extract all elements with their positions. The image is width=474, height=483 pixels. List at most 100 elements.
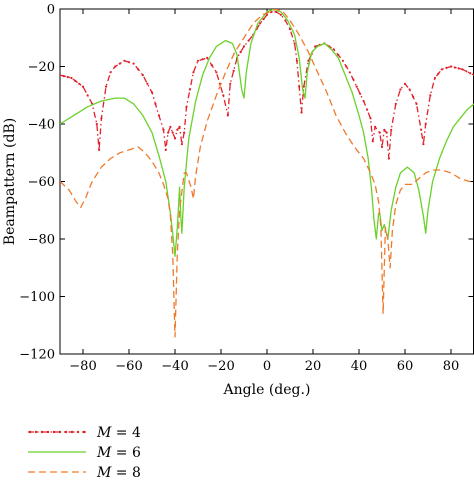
- series-marker: [359, 92, 362, 95]
- series-marker: [95, 122, 98, 126]
- x-tick-label: 80: [443, 359, 460, 374]
- series-1: [60, 10, 474, 160]
- series-marker: [293, 42, 296, 45]
- series-marker: [169, 125, 172, 128]
- legend-marker: [58, 430, 62, 434]
- series-marker: [298, 85, 301, 88]
- series-marker: [390, 128, 393, 131]
- series-marker: [66, 75, 69, 79]
- x-tick-label: 20: [305, 359, 322, 374]
- y-axis-title: Beampattern (dB): [2, 118, 18, 245]
- series-marker: [307, 59, 310, 62]
- legend-marker: [76, 430, 80, 434]
- series-marker: [469, 72, 472, 75]
- series-marker: [132, 62, 135, 65]
- series-marker: [337, 53, 340, 57]
- series-marker: [433, 76, 436, 80]
- series-marker: [60, 74, 62, 77]
- legend-marker: [70, 430, 74, 434]
- series-marker: [226, 114, 229, 117]
- y-tick-label: −60: [28, 175, 55, 190]
- series-marker: [352, 78, 355, 81]
- series-marker: [123, 59, 126, 62]
- series-marker: [127, 61, 131, 64]
- legend-marker: [64, 430, 68, 434]
- series-marker: [348, 71, 351, 74]
- series-marker: [355, 85, 358, 88]
- series-marker: [362, 99, 365, 103]
- series-line: [60, 9, 474, 257]
- series-marker: [201, 58, 204, 61]
- series-marker: [408, 88, 411, 91]
- series-3: [60, 9, 474, 338]
- series-marker: [74, 79, 77, 82]
- y-tick-label: −20: [28, 60, 55, 75]
- series-marker: [279, 13, 282, 16]
- series-marker: [229, 82, 232, 85]
- series-marker: [369, 117, 372, 120]
- series-marker: [183, 131, 186, 134]
- y-tick-label: 0: [47, 3, 55, 18]
- series-marker: [137, 68, 140, 71]
- series-marker: [196, 59, 200, 62]
- legend-label: M = 6: [96, 445, 141, 461]
- series-marker: [332, 48, 335, 51]
- series-marker: [383, 128, 386, 131]
- x-tick-label: −40: [161, 359, 188, 374]
- series-marker: [380, 145, 384, 149]
- series-marker: [424, 122, 427, 126]
- x-tick-label: −80: [69, 359, 96, 374]
- series-marker: [415, 102, 418, 105]
- y-axis: 0 −20 −40 −60 −80 −100 −120: [19, 3, 474, 363]
- series-marker: [374, 125, 377, 128]
- series-marker: [98, 148, 101, 151]
- series-line: [60, 9, 474, 338]
- series-marker: [300, 111, 303, 114]
- x-tick-label: −60: [115, 359, 142, 374]
- series-marker: [192, 71, 195, 74]
- legend-marker: [40, 430, 44, 434]
- x-tick-label: 40: [351, 359, 368, 374]
- x-axis: −80 −60 −40 −20 0 20 40 60 80: [69, 9, 459, 374]
- series-marker: [366, 108, 369, 111]
- legend-marker: [46, 430, 50, 434]
- series-marker: [157, 114, 160, 117]
- series-marker: [150, 91, 154, 94]
- series-marker: [178, 125, 181, 128]
- legend-label: M = 4: [96, 425, 141, 441]
- series-marker: [259, 22, 262, 25]
- legend-item: M = 4: [28, 425, 141, 441]
- series-marker: [265, 13, 269, 16]
- series-marker: [215, 71, 218, 74]
- series-marker: [449, 65, 453, 68]
- legend-item: M = 8: [28, 465, 141, 481]
- series-marker: [403, 82, 407, 85]
- series-marker: [78, 82, 81, 85]
- series-marker: [173, 137, 177, 140]
- series-marker: [394, 102, 397, 105]
- series-marker: [146, 82, 149, 85]
- x-tick-label: 60: [397, 359, 414, 374]
- series-2: [60, 9, 474, 257]
- x-axis-title: Angle (deg.): [223, 382, 311, 398]
- series-marker: [176, 128, 179, 131]
- series-marker: [247, 39, 250, 42]
- series-marker: [141, 74, 144, 77]
- series-marker: [180, 143, 183, 146]
- series-marker: [302, 85, 305, 88]
- y-tick-label: −120: [19, 348, 55, 363]
- series-marker: [185, 105, 188, 108]
- series-marker: [239, 51, 242, 54]
- series-marker: [270, 10, 273, 13]
- series-marker: [118, 62, 121, 65]
- series-marker: [100, 117, 103, 120]
- series-marker: [114, 65, 117, 68]
- series-marker: [222, 94, 225, 97]
- series-marker: [62, 75, 65, 78]
- series-marker: [378, 131, 381, 134]
- series-marker: [445, 66, 448, 69]
- legend-marker: [82, 430, 86, 434]
- series-marker: [385, 131, 388, 134]
- plot-area: −80 −60 −40 −20 0 20 40 60 80 0−20−40−60−80−100−…: [19, 3, 474, 374]
